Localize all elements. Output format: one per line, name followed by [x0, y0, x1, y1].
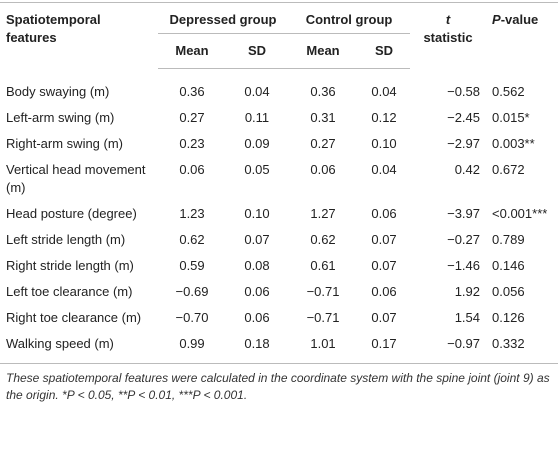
- table-row: Right toe clearance (m) −0.70 0.06 −0.71 0.0…: [0, 305, 558, 331]
- depressed-mean: 0.62: [179, 232, 205, 247]
- subheader: SD: [358, 33, 411, 69]
- control-sd: 0.06: [371, 206, 397, 221]
- depressed-sd: 0.05: [244, 162, 270, 177]
- footnote: These spatiotemporal features were calcu…: [6, 371, 550, 402]
- depressed-sd: 0.08: [244, 258, 270, 273]
- p-value: 0.003**: [492, 136, 535, 151]
- depressed-sd: 0.04: [244, 84, 270, 99]
- row-label: Right-arm swing (m): [6, 136, 124, 151]
- control-sd: 0.12: [371, 110, 397, 125]
- depressed-sd: 0.06: [244, 284, 270, 299]
- control-mean: 0.06: [310, 162, 336, 177]
- p-value: 0.562: [492, 83, 525, 99]
- t-statistic: −0.97: [410, 331, 487, 364]
- control-sd: 0.04: [371, 162, 397, 177]
- depressed-sd: 0.10: [244, 206, 270, 221]
- control-sd: 0.06: [371, 284, 397, 299]
- p-value: 0.146: [492, 258, 525, 273]
- depressed-mean: 0.99: [158, 331, 226, 364]
- depressed-mean: 0.59: [179, 258, 205, 273]
- header-p: P-value: [486, 2, 558, 69]
- header-t-rest: statistic: [423, 30, 473, 45]
- depressed-sd: 0.06: [244, 310, 270, 325]
- row-label: Body swaying (m): [6, 83, 110, 99]
- table-row: Walking speed (m) 0.99 0.18 1.01 0.17 −0.97 0.…: [0, 331, 558, 364]
- table-row: Left stride length (m) 0.62 0.07 0.62 0.07 −0…: [0, 227, 558, 253]
- control-mean: 0.27: [310, 136, 336, 151]
- control-sd: 0.07: [371, 258, 397, 273]
- t-statistic: 1.54: [454, 310, 481, 325]
- depressed-sd: 0.18: [226, 331, 289, 364]
- depressed-mean: 1.23: [179, 206, 205, 221]
- depressed-mean: −0.70: [175, 310, 209, 325]
- control-mean: 1.01: [288, 331, 359, 364]
- depressed-sd: 0.09: [244, 136, 270, 151]
- control-mean: 0.31: [310, 110, 336, 125]
- row-label: Left stride length (m): [6, 232, 126, 247]
- row-label: Left toe clearance (m): [6, 284, 133, 299]
- p-value: 0.672: [492, 162, 525, 177]
- depressed-sd: 0.11: [244, 110, 270, 125]
- t-statistic: −0.27: [447, 232, 481, 247]
- header-t-symbol: t: [445, 12, 451, 27]
- p-value: 0.056: [492, 284, 525, 299]
- table: Spatiotemporal features Depressed group …: [0, 2, 558, 364]
- control-mean: 0.62: [310, 232, 336, 247]
- table-container: Spatiotemporal features Depressed group …: [0, 2, 558, 404]
- table-row: Right stride length (m) 0.59 0.08 0.61 0.07 −…: [0, 253, 558, 279]
- t-statistic: −0.58: [447, 83, 481, 99]
- control-sd: 0.17: [358, 331, 411, 364]
- depressed-sd: 0.07: [244, 232, 270, 247]
- p-value: 0.015*: [492, 110, 530, 125]
- depressed-mean: 0.27: [179, 110, 205, 125]
- header-control: Control group: [288, 2, 411, 34]
- control-sd: 0.10: [371, 136, 397, 151]
- depressed-mean: 0.36: [179, 84, 205, 99]
- table-row: Left toe clearance (m) −0.69 0.06 −0.71 0.06…: [0, 279, 558, 305]
- row-label: Right stride length (m): [6, 258, 134, 273]
- depressed-mean: −0.69: [175, 284, 209, 299]
- control-mean: 1.27: [310, 206, 336, 221]
- depressed-mean: 0.23: [179, 136, 205, 151]
- t-statistic: 0.42: [454, 162, 481, 177]
- p-value: 0.789: [492, 232, 525, 247]
- table-body: Body swaying (m) 0.36 0.04 0.36 0.04 −0.58 0.5…: [0, 69, 558, 364]
- t-statistic: 1.92: [454, 284, 481, 299]
- subheader: Mean: [158, 33, 226, 69]
- control-sd: 0.07: [371, 310, 397, 325]
- p-value: <0.001***: [492, 206, 548, 221]
- t-statistic: −2.97: [447, 136, 481, 151]
- control-mean: 0.61: [310, 258, 336, 273]
- depressed-mean: 0.06: [179, 162, 205, 177]
- control-mean: −0.71: [306, 284, 340, 299]
- t-statistic: −3.97: [447, 206, 481, 221]
- table-row: Body swaying (m) 0.36 0.04 0.36 0.04 −0.58 0.5…: [0, 69, 558, 106]
- subheader: Mean: [288, 33, 359, 69]
- row-label: Walking speed (m): [0, 331, 158, 364]
- control-mean: −0.71: [306, 310, 340, 325]
- header-p-symbol: P: [492, 12, 501, 27]
- header-feature: Spatiotemporal features: [0, 2, 158, 69]
- control-sd: 0.07: [371, 232, 397, 247]
- header-depressed: Depressed group: [158, 2, 289, 34]
- subheader: SD: [226, 33, 289, 69]
- row-label: Left-arm swing (m): [6, 110, 115, 125]
- p-value: 0.332: [486, 331, 558, 364]
- t-statistic: −2.45: [447, 110, 481, 125]
- control-mean: 0.36: [310, 84, 336, 99]
- header-t: t statistic: [410, 2, 487, 69]
- p-value: 0.126: [492, 310, 525, 325]
- row-label: Head posture (degree): [6, 206, 137, 221]
- t-statistic: −1.46: [447, 258, 481, 273]
- row-label: Vertical head movement (m): [6, 162, 146, 195]
- table-row: Right-arm swing (m) 0.23 0.09 0.27 0.10 −2.97…: [0, 131, 558, 157]
- table-row: Vertical head movement (m) 0.06 0.05 0.06 0.…: [0, 157, 558, 201]
- table-row: Head posture (degree) 1.23 0.10 1.27 0.06 −3.…: [0, 201, 558, 227]
- control-sd: 0.04: [371, 84, 397, 99]
- table-row: Left-arm swing (m) 0.27 0.11 0.31 0.12 −2.45 0…: [0, 105, 558, 131]
- row-label: Right toe clearance (m): [6, 310, 142, 325]
- header-p-rest: -value: [500, 12, 539, 27]
